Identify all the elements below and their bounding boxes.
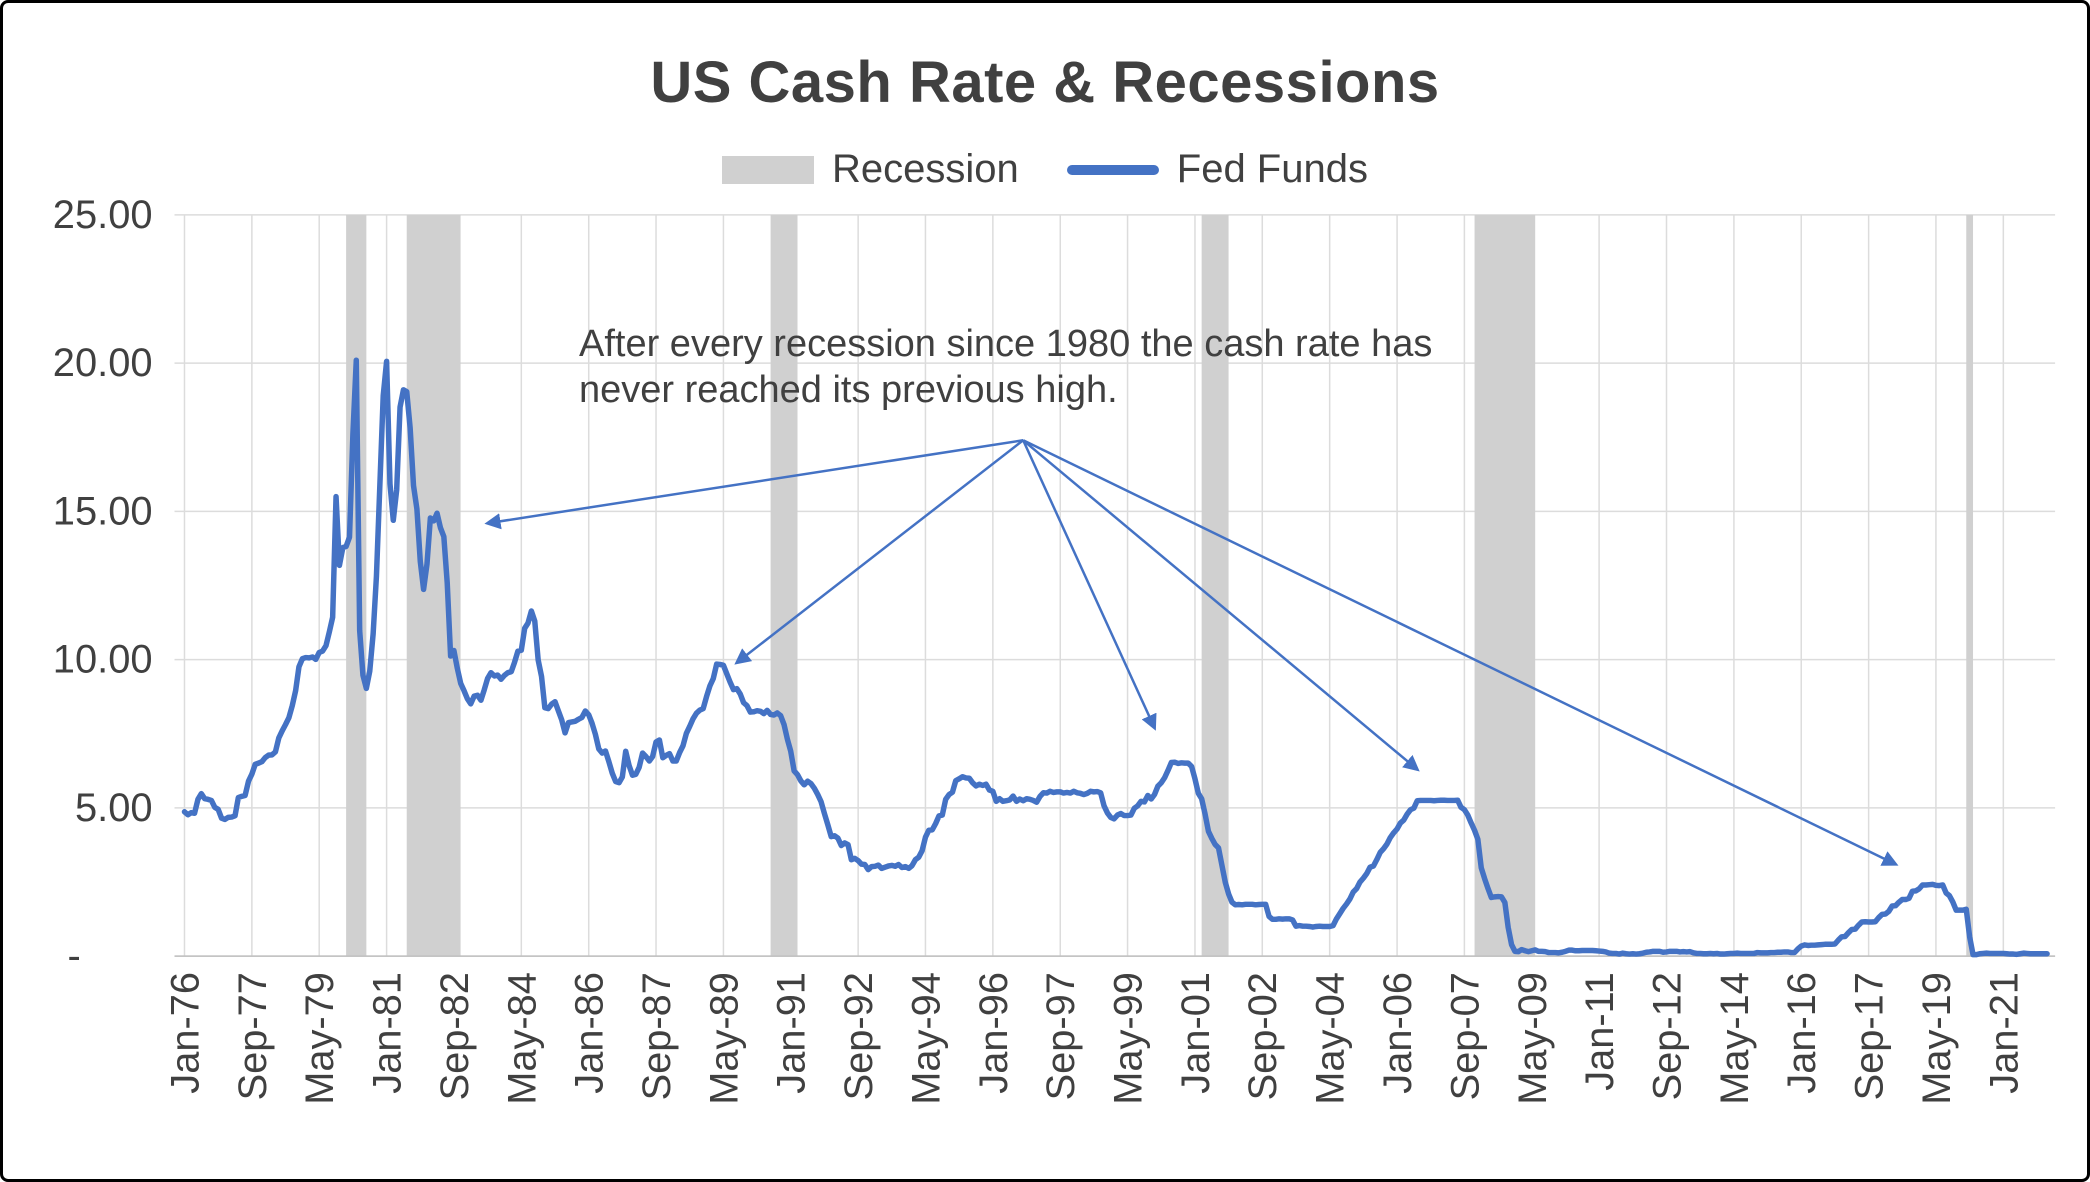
x-tick-label: Jan-21 bbox=[1982, 972, 2026, 1094]
y-axis-labels: 25.00 20.00 15.00 10.00 5.00 - bbox=[53, 193, 153, 978]
x-tick-label: May-89 bbox=[702, 972, 746, 1105]
x-tick-label: Jan-06 bbox=[1376, 972, 1420, 1094]
x-tick-label: Jan-01 bbox=[1174, 972, 1218, 1094]
x-tick-label: Sep-12 bbox=[1645, 972, 1689, 1100]
fed-funds-line bbox=[181, 357, 2050, 958]
recession-band bbox=[1966, 214, 1974, 957]
x-tick-label: May-09 bbox=[1511, 972, 1555, 1105]
x-tick-label: Jan-11 bbox=[1578, 972, 1622, 1091]
recession-legend-swatch bbox=[722, 155, 814, 184]
y-tick-label: - bbox=[67, 934, 80, 978]
x-tick-label: May-99 bbox=[1106, 972, 1150, 1105]
x-tick-label: May-84 bbox=[500, 972, 544, 1105]
fed-funds-legend-swatch bbox=[1066, 164, 1159, 175]
x-tick-label: Jan-86 bbox=[568, 972, 612, 1094]
recession-band bbox=[406, 214, 461, 957]
x-axis-labels: Jan-76 Sep-77 May-79 Jan-81 Sep-82 May-84 Jan-… bbox=[163, 972, 2026, 1105]
x-tick-label: Sep-97 bbox=[1039, 972, 1083, 1100]
x-tick-label: Sep-92 bbox=[837, 972, 881, 1100]
x-tick-label: May-04 bbox=[1309, 972, 1353, 1105]
annotation-arrows bbox=[484, 439, 1899, 866]
legend-item-recession: Recession bbox=[722, 147, 1019, 192]
x-tick-label: Sep-82 bbox=[433, 972, 477, 1100]
x-tick-label: Sep-77 bbox=[231, 972, 275, 1100]
x-tick-label: Sep-87 bbox=[635, 972, 679, 1100]
x-tick-label: May-79 bbox=[298, 972, 342, 1105]
recession-band bbox=[346, 214, 367, 957]
x-tick-label: May-14 bbox=[1713, 972, 1757, 1105]
x-tick-label: Sep-07 bbox=[1443, 972, 1487, 1100]
recession-legend-label: Recession bbox=[832, 147, 1019, 191]
x-tick-label: Sep-02 bbox=[1241, 972, 1285, 1100]
annotation-arrow bbox=[734, 439, 1024, 665]
fed-funds-legend-label: Fed Funds bbox=[1176, 147, 1368, 191]
x-tick-label: Jan-76 bbox=[163, 972, 207, 1094]
annotation-arrow bbox=[1022, 439, 1420, 772]
annotation-arrow bbox=[1022, 439, 1157, 731]
recession-bands bbox=[346, 214, 1974, 957]
x-tick-label: Jan-81 bbox=[366, 972, 410, 1094]
x-tick-label: Jan-91 bbox=[770, 972, 814, 1094]
y-tick-label: 5.00 bbox=[75, 786, 153, 830]
annotation-arrow bbox=[1022, 439, 1899, 866]
x-tick-label: May-19 bbox=[1915, 972, 1959, 1105]
y-tick-label: 25.00 bbox=[53, 193, 153, 237]
annotation-text: After every recession since 1980 the cas… bbox=[579, 323, 1433, 412]
recession-band bbox=[1474, 214, 1536, 957]
y-tick-label: 10.00 bbox=[53, 638, 153, 682]
recession-band bbox=[770, 214, 798, 957]
annotation-arrow bbox=[484, 439, 1024, 530]
x-tick-label: May-94 bbox=[904, 972, 948, 1105]
x-tick-label: Jan-96 bbox=[972, 972, 1016, 1094]
y-tick-label: 20.00 bbox=[53, 341, 153, 385]
x-tick-label: Jan-16 bbox=[1780, 972, 1824, 1094]
legend: Recession Fed Funds bbox=[3, 147, 2087, 192]
plot-area: 25.00 20.00 15.00 10.00 5.00 - Jan-76 Sep-77 May… bbox=[53, 193, 2056, 1105]
y-tick-label: 15.00 bbox=[53, 489, 153, 533]
chart-title: US Cash Rate & Recessions bbox=[650, 50, 1440, 115]
legend-item-fed-funds: Fed Funds bbox=[1066, 147, 1368, 192]
x-tick-label: Sep-17 bbox=[1848, 972, 1892, 1100]
